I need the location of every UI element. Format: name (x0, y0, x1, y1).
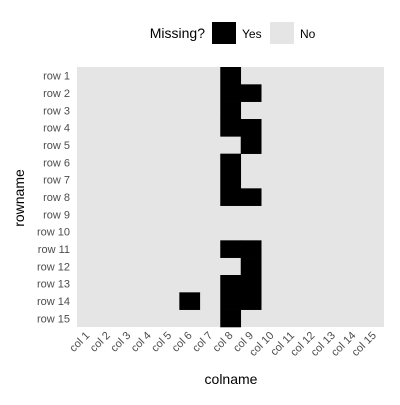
y-tick-label: row 15 (37, 313, 70, 325)
y-tick-label: row 1 (43, 71, 70, 83)
missing-cell (220, 101, 242, 120)
legend: Missing? Yes No (150, 22, 316, 44)
y-tick-label: row 7 (43, 175, 70, 187)
legend-title: Missing? (150, 25, 205, 41)
y-tick-label: row 13 (37, 279, 70, 291)
y-tick-label: row 11 (38, 244, 70, 256)
y-tick-label: row 2 (43, 88, 70, 100)
missing-cell (220, 292, 242, 310)
y-tick-label: row 14 (37, 296, 70, 308)
y-tick-label: row 8 (43, 192, 70, 204)
missing-cell (220, 240, 242, 258)
y-tick-label: row 6 (43, 157, 70, 169)
y-tick-label: row 9 (43, 209, 70, 221)
y-tick-label: row 5 (43, 140, 70, 152)
missing-cell (220, 153, 242, 172)
y-tick-label: row 10 (37, 227, 70, 239)
missing-cell (220, 309, 242, 328)
missing-cell (179, 292, 201, 310)
x-axis-title: colname (205, 371, 258, 387)
y-tick-label: row 12 (37, 261, 70, 273)
missing-cell (240, 119, 262, 137)
missing-cell (220, 119, 242, 137)
missing-cell (240, 136, 262, 154)
missing-cell (240, 257, 262, 276)
missing-cell (240, 275, 262, 293)
y-axis-title: rowname (11, 169, 27, 227)
y-tick-labels: row 1 row 2 row 3 row 4 row 5 row 6 row 7 row 8… (37, 71, 70, 326)
missing-cell (220, 275, 242, 293)
missing-cells (179, 67, 262, 328)
legend-key-no (270, 22, 294, 44)
legend-label-no: No (300, 27, 316, 41)
y-tick-label: row 3 (43, 105, 70, 117)
legend-key-yes (212, 22, 236, 44)
missing-cell (220, 84, 242, 102)
missing-cell (240, 84, 262, 102)
y-tick-label: row 4 (43, 123, 70, 135)
missing-cell (240, 188, 262, 206)
missing-cell (220, 171, 242, 189)
missing-cell (240, 240, 262, 258)
missing-cell (240, 292, 262, 310)
missing-cell (220, 67, 242, 85)
missing-cell (220, 188, 242, 206)
legend-label-yes: Yes (242, 27, 262, 41)
